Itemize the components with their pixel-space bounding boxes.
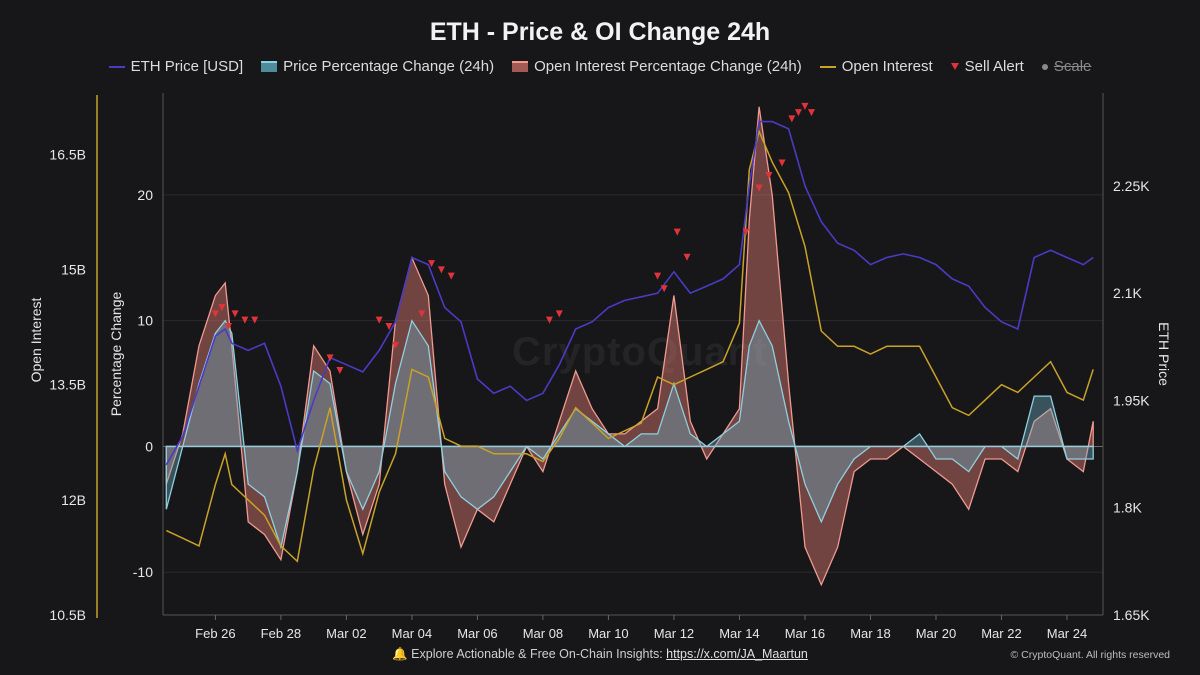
chart-legend: ETH Price [USD] Price Percentage Change … <box>0 58 1200 75</box>
legend-label-scale: Scale <box>1053 58 1092 75</box>
price-tick-label: 2.1K <box>1113 285 1142 301</box>
sell-alert-marker <box>251 316 259 324</box>
legend-swatch-open-interest <box>819 65 836 68</box>
price-tick-label: 1.65K <box>1113 607 1150 623</box>
legend-swatch-price-pct-change <box>261 61 278 72</box>
legend-label-eth-price: ETH Price [USD] <box>130 58 244 75</box>
sell-alert-marker <box>801 102 809 110</box>
sell-alert-marker <box>673 228 681 236</box>
oi-axis-title: Open Interest <box>28 297 44 382</box>
oi-tick-label: 15B <box>61 262 86 278</box>
sell-alert-marker <box>392 341 400 349</box>
sell-alert-marker <box>225 322 233 330</box>
footer-text: Explore Actionable & Free On-Chain Insig… <box>411 647 667 661</box>
sell-alert-marker <box>755 184 763 192</box>
sell-alert-marker-icon <box>950 63 959 70</box>
x-tick-label: Mar 08 <box>523 626 563 641</box>
sell-alert-marker <box>418 310 426 318</box>
sell-alert-marker <box>808 109 816 117</box>
oi-tick-label: 16.5B <box>49 146 86 162</box>
sell-alert-marker <box>428 260 436 268</box>
sell-alert-marker <box>231 310 239 318</box>
oi-tick-label: 12B <box>61 492 86 508</box>
sell-alert-marker <box>218 304 226 312</box>
legend-swatch-oi-pct-change <box>512 61 529 72</box>
gridlines <box>163 194 1103 573</box>
legend-item-open-interest[interactable]: Open Interest <box>819 58 933 75</box>
price-tick-label: 2.25K <box>1113 178 1150 194</box>
sell-alert-marker <box>211 310 219 318</box>
sell-alert-marker <box>437 266 445 274</box>
footer-link[interactable]: https://x.com/JA_Maartun <box>666 647 808 661</box>
footer: 🔔 Explore Actionable & Free On-Chain Ins… <box>0 647 1200 662</box>
x-tick-label: Mar 12 <box>654 626 694 641</box>
price-tick-label: 1.95K <box>1113 392 1150 408</box>
oi-tick-label: 13.5B <box>49 377 86 393</box>
sell-alert-marker <box>778 159 786 167</box>
sell-alert-marker <box>545 316 553 324</box>
legend-item-eth-price[interactable]: ETH Price [USD] <box>108 58 244 75</box>
x-tick-label: Mar 14 <box>719 626 759 641</box>
sell-alert-marker <box>241 316 249 324</box>
legend-item-price-pct-change[interactable]: Price Percentage Change (24h) <box>261 58 494 75</box>
sell-alert-marker <box>447 272 455 280</box>
bell-icon: 🔔 <box>392 647 408 661</box>
sell-alert-marker <box>336 366 344 374</box>
axes: 16.5B 15B 13.5B 12B 10.5B 20 10 0 -10 2.25K 2.1K 1.… <box>28 93 1172 641</box>
sell-alert-markers <box>211 102 816 374</box>
sell-alert-marker <box>660 285 668 293</box>
line-series <box>165 120 1094 563</box>
x-tick-label: Mar 18 <box>850 626 890 641</box>
sell-alert-marker <box>683 253 691 261</box>
legend-label-price-pct-change: Price Percentage Change (24h) <box>283 58 495 75</box>
price-tick-label: 1.8K <box>1113 500 1142 516</box>
watermark: CryptoQuant <box>512 330 768 374</box>
legend-item-oi-pct-change[interactable]: Open Interest Percentage Change (24h) <box>512 58 802 75</box>
sell-alert-marker <box>375 316 383 324</box>
oi-tick-label: 10.5B <box>49 607 86 623</box>
pct-tick-label: 10 <box>137 313 153 329</box>
sell-alert-marker <box>742 228 750 236</box>
sell-alert-marker <box>326 354 334 362</box>
legend-label-sell-alert: Sell Alert <box>964 58 1024 75</box>
sell-alert-marker <box>654 272 662 280</box>
x-tick-label: Mar 02 <box>326 626 366 641</box>
x-tick-label: Feb 26 <box>195 626 235 641</box>
legend-swatch-eth-price <box>108 65 125 68</box>
x-tick-label: Mar 24 <box>1047 626 1087 641</box>
pct-tick-label: 0 <box>145 438 153 454</box>
x-tick-label: Mar 20 <box>916 626 956 641</box>
eth-price-line <box>165 120 1094 466</box>
copyright: © CryptoQuant. All rights reserved <box>1010 649 1170 661</box>
x-tick-label: Mar 04 <box>392 626 432 641</box>
x-tick-label: Feb 28 <box>261 626 301 641</box>
pct-tick-label: 20 <box>137 187 153 203</box>
legend-label-open-interest: Open Interest <box>841 58 933 75</box>
pct-axis-title: Percentage Change <box>108 292 124 417</box>
pct-tick-label: -10 <box>133 564 153 580</box>
sell-alert-marker <box>765 172 773 180</box>
sell-alert-marker <box>788 115 796 123</box>
sell-alert-marker <box>385 322 393 330</box>
x-tick-label: Mar 10 <box>588 626 628 641</box>
legend-label-oi-pct-change: Open Interest Percentage Change (24h) <box>534 58 802 75</box>
sell-alert-marker <box>555 310 563 318</box>
x-tick-label: Mar 06 <box>457 626 497 641</box>
price-pct-change-area <box>165 319 1094 550</box>
x-tick-label: Mar 22 <box>981 626 1021 641</box>
legend-item-sell-alert[interactable]: Sell Alert <box>950 58 1024 75</box>
x-tick-label: Mar 16 <box>785 626 825 641</box>
price-axis-title: ETH Price <box>1156 322 1172 386</box>
sell-alert-marker <box>794 109 802 117</box>
legend-item-scale[interactable]: Scale <box>1041 58 1092 75</box>
chart-title: ETH - Price & OI Change 24h <box>429 18 771 46</box>
open-interest-line <box>165 129 1094 563</box>
scale-dot-icon <box>1041 63 1048 70</box>
